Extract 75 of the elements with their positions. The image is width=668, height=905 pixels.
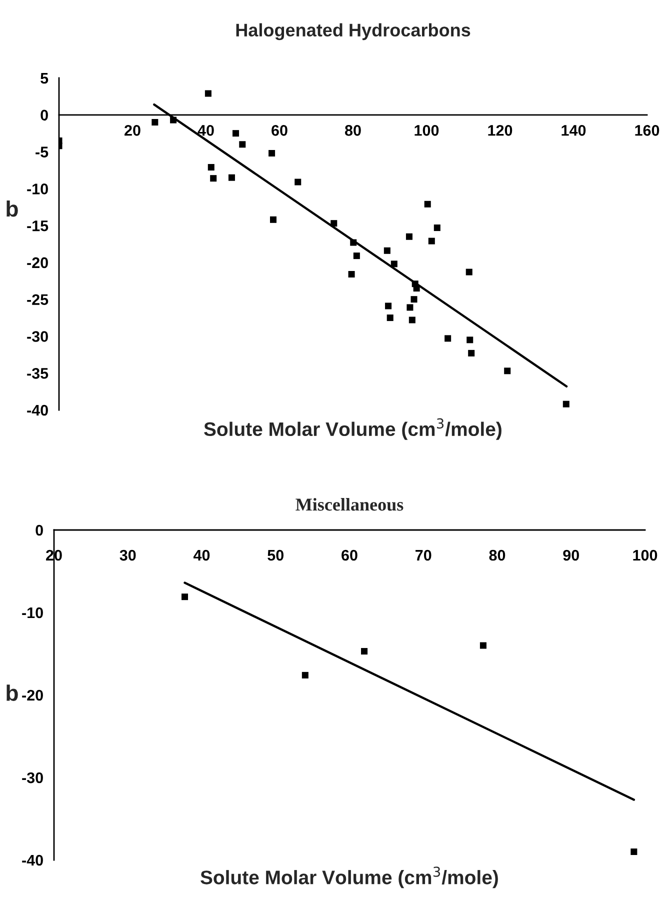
x-tick-label: 60 [342, 550, 358, 561]
point [204, 90, 212, 97]
point [406, 304, 414, 311]
x-tick-label: 50 [268, 550, 284, 561]
point [385, 302, 392, 310]
point [428, 238, 435, 244]
point [386, 314, 394, 322]
y-axis-title: b [6, 684, 18, 701]
y-tick-label: -15 [27, 220, 48, 232]
point [210, 175, 217, 182]
point [504, 368, 511, 374]
point [468, 350, 475, 356]
point [353, 252, 360, 260]
x-tick-label: 80 [489, 550, 506, 561]
point [232, 130, 240, 137]
point [384, 247, 390, 254]
x-tick-label: 30 [120, 550, 136, 561]
y-tick-label: -40 [22, 854, 43, 866]
point [562, 400, 570, 408]
point [294, 178, 302, 186]
y-tick-label: -5 [36, 146, 48, 158]
x-tick-label: 80 [344, 125, 361, 136]
point [630, 848, 638, 856]
point [330, 220, 338, 227]
x-tick-label: 120 [488, 125, 512, 136]
y-tick-label: 0 [40, 110, 48, 121]
x-tick-label: 20 [124, 125, 140, 136]
y-tick-label: -30 [22, 772, 43, 784]
y-tick-label: -30 [27, 331, 48, 342]
x-axis-title: Solute Molar Volume (cm$^{3}$/mole) [204, 418, 502, 440]
point [361, 648, 368, 655]
y-tick-label: -10 [22, 607, 43, 618]
x-tick-label: 100 [414, 125, 439, 136]
point [182, 594, 188, 600]
point [413, 285, 420, 292]
x-tick-label: 70 [416, 550, 432, 561]
point [170, 116, 177, 124]
y-tick-label: -35 [27, 368, 48, 379]
point [348, 270, 355, 278]
y-tick-label: -40 [27, 404, 48, 416]
x-tick-label: 40 [198, 125, 214, 136]
point [228, 174, 235, 181]
point [152, 119, 158, 126]
point [424, 200, 431, 208]
x-tick-label: 160 [635, 125, 660, 136]
point [390, 260, 398, 268]
point [302, 672, 308, 678]
point [408, 316, 416, 324]
y-axis-title: b [6, 200, 18, 217]
point [410, 296, 418, 303]
y-tick-label: 5 [40, 73, 48, 84]
x-tick-label: 100 [633, 550, 658, 561]
point [466, 268, 472, 276]
chart-title: Halogenated Hydrocarbons [236, 23, 470, 40]
chart-title: Miscellaneous [296, 498, 404, 511]
point [406, 233, 412, 240]
y-tick-label: -20 [27, 257, 48, 268]
y-tick-label: -20 [22, 690, 43, 701]
point [270, 216, 277, 223]
y-tick-label: -25 [27, 294, 48, 306]
point [208, 164, 214, 171]
x-tick-label: 60 [272, 125, 288, 136]
x-tick-label: 140 [562, 125, 586, 136]
x-axis-title: Solute Molar Volume (cm$^{3}$/mole) [200, 866, 498, 888]
x-tick-label: 40 [193, 550, 210, 561]
point [268, 150, 276, 157]
point [350, 239, 357, 246]
y-tick-label: -10 [27, 184, 48, 194]
x-tick-label: 90 [563, 550, 579, 561]
point [434, 224, 440, 232]
y-tick-label: 0 [36, 524, 43, 536]
point [466, 336, 474, 344]
point [480, 642, 486, 649]
point [444, 335, 452, 342]
point [239, 141, 246, 148]
